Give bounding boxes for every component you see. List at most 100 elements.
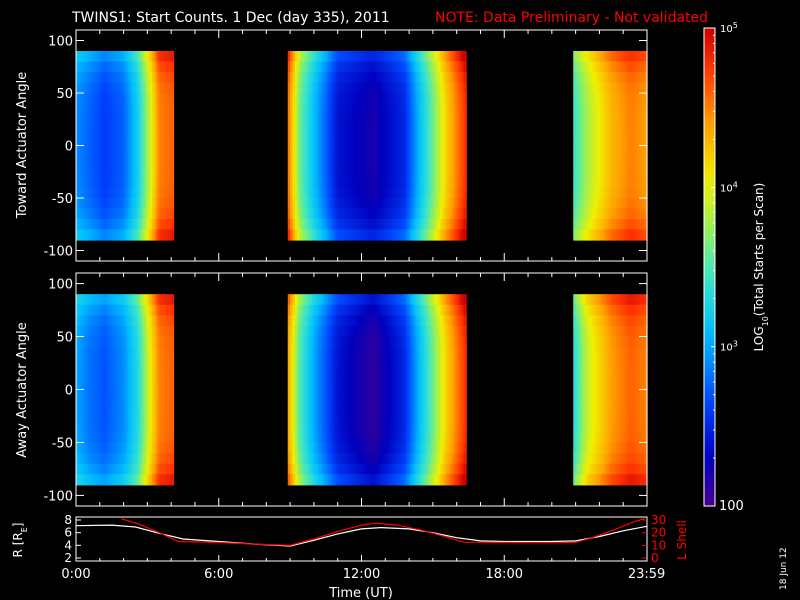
heatmap-cell bbox=[109, 166, 113, 178]
heatmap-cell bbox=[306, 368, 310, 380]
heatmap-cell bbox=[575, 124, 579, 136]
heatmap-cell bbox=[604, 156, 608, 168]
heatmap-cell bbox=[149, 114, 153, 126]
heatmap-cell bbox=[142, 156, 146, 168]
heatmap-cell bbox=[575, 294, 579, 306]
heatmap-cell bbox=[137, 431, 141, 444]
heatmap-cell bbox=[76, 347, 79, 359]
heatmap-cell bbox=[599, 156, 603, 168]
heatmap-cell bbox=[99, 336, 103, 348]
heatmap-cell bbox=[361, 421, 365, 433]
heatmap-cell bbox=[95, 431, 99, 444]
heatmap-cell bbox=[413, 177, 417, 189]
heatmap-cell bbox=[140, 304, 144, 316]
heatmap-cell bbox=[304, 400, 308, 412]
heatmap-cell bbox=[378, 421, 382, 433]
heatmap-cell bbox=[159, 400, 163, 412]
heatmap-cell bbox=[118, 431, 122, 444]
heatmap-cell bbox=[123, 177, 127, 189]
heatmap-cell bbox=[589, 442, 593, 454]
heatmap-cell bbox=[580, 389, 584, 401]
heatmap-cell bbox=[347, 156, 351, 168]
heatmap-cell bbox=[80, 389, 84, 401]
heatmap-cell bbox=[392, 378, 396, 391]
heatmap-cell bbox=[387, 166, 391, 178]
heatmap-cell bbox=[337, 229, 341, 241]
heatmap-cell bbox=[99, 431, 103, 444]
heatmap-cell bbox=[401, 72, 405, 84]
heatmap-cell bbox=[625, 114, 629, 126]
heatmap-cell bbox=[356, 431, 360, 444]
heatmap-cell bbox=[168, 61, 172, 73]
heatmap-cell bbox=[461, 82, 465, 94]
heatmap-cell bbox=[335, 229, 339, 241]
heatmap-cell bbox=[145, 166, 148, 178]
heatmap-cell bbox=[313, 93, 317, 105]
heatmap-cell bbox=[578, 453, 581, 465]
heatmap-cell bbox=[587, 72, 591, 84]
heatmap-cell bbox=[456, 378, 460, 391]
heatmap-cell bbox=[451, 336, 455, 348]
heatmap-cell bbox=[95, 474, 99, 486]
heatmap-cell bbox=[78, 177, 82, 189]
heatmap-cell bbox=[382, 177, 386, 189]
heatmap-cell bbox=[137, 145, 141, 157]
heatmap-cell bbox=[147, 135, 151, 147]
heatmap-cell bbox=[630, 145, 634, 157]
heatmap-cell bbox=[413, 166, 417, 178]
heatmap-cell bbox=[316, 72, 320, 84]
heatmap-cell bbox=[575, 389, 579, 401]
heatmap-cell bbox=[328, 410, 332, 422]
heatmap-cell bbox=[328, 442, 332, 454]
heatmap-cell bbox=[371, 357, 374, 369]
heatmap-cell bbox=[385, 378, 389, 391]
heatmap-cell bbox=[344, 336, 348, 348]
heatmap-cell bbox=[123, 82, 127, 94]
heatmap-cell bbox=[416, 453, 420, 465]
heatmap-cell bbox=[449, 82, 453, 94]
heatmap-cell bbox=[401, 145, 405, 157]
heatmap-cell bbox=[418, 315, 422, 327]
heatmap-cell bbox=[152, 421, 156, 433]
heatmap-cell bbox=[171, 82, 175, 94]
heatmap-cell bbox=[342, 177, 346, 189]
heatmap-cell bbox=[97, 177, 101, 189]
heatmap-cell bbox=[578, 156, 581, 168]
heatmap-cell bbox=[306, 229, 310, 241]
heatmap-cell bbox=[368, 93, 372, 105]
heatmap-cell bbox=[413, 219, 417, 231]
heatmap-cell bbox=[161, 82, 165, 94]
heatmap-cell bbox=[83, 357, 87, 369]
heatmap-cell bbox=[447, 187, 451, 199]
heatmap-cell bbox=[454, 400, 458, 412]
heatmap-cell bbox=[356, 378, 360, 391]
heatmap-cell bbox=[411, 453, 415, 465]
heatmap-cell bbox=[463, 219, 467, 231]
heatmap-cell bbox=[76, 229, 79, 241]
heatmap-cell bbox=[575, 61, 579, 73]
heatmap-cell bbox=[411, 145, 415, 157]
heatmap-cell bbox=[109, 156, 113, 168]
heatmap-cell bbox=[411, 378, 415, 391]
heatmap-cell bbox=[347, 135, 351, 147]
heatmap-cell bbox=[451, 463, 455, 475]
heatmap-cell bbox=[130, 336, 134, 348]
heatmap-cell bbox=[297, 294, 301, 306]
heatmap-cell bbox=[409, 400, 413, 412]
heatmap-cell bbox=[147, 294, 151, 306]
heatmap-cell bbox=[613, 51, 617, 63]
heatmap-cell bbox=[459, 325, 463, 338]
heatmap-cell bbox=[620, 93, 624, 105]
heatmap-cell bbox=[97, 187, 101, 199]
heatmap-cell bbox=[159, 156, 163, 168]
heatmap-cell bbox=[306, 61, 310, 73]
heatmap-cell bbox=[361, 347, 365, 359]
heatmap-cell bbox=[85, 304, 89, 316]
heatmap-cell bbox=[111, 357, 115, 369]
heatmap-cell bbox=[83, 336, 87, 348]
heatmap-cell bbox=[159, 51, 163, 63]
heatmap-cell bbox=[80, 208, 84, 220]
heatmap-cell bbox=[380, 294, 384, 306]
heatmap-cell bbox=[130, 114, 134, 126]
heatmap-cell bbox=[392, 156, 396, 168]
